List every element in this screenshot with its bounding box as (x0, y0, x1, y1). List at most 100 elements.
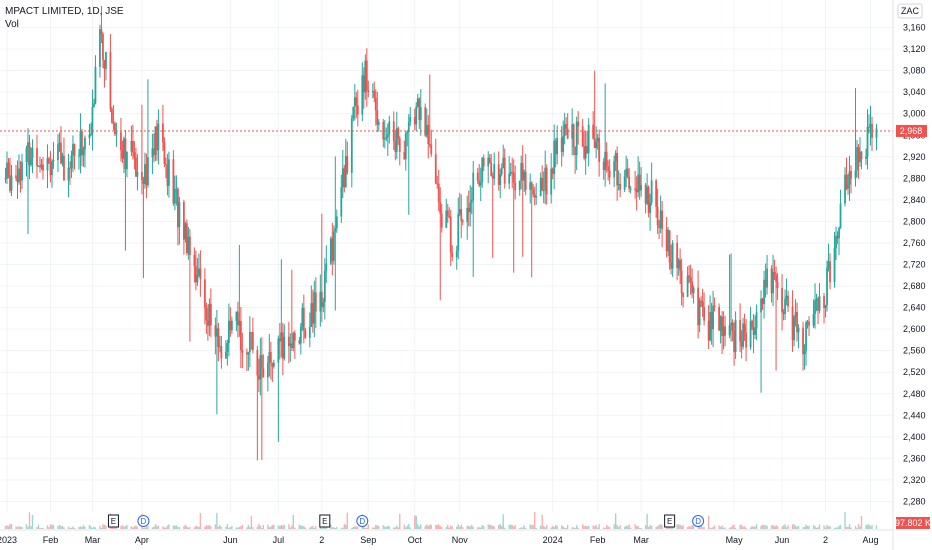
earnings-marker-label: E (322, 517, 327, 526)
volume-bar (271, 524, 274, 529)
candle-body (144, 164, 146, 184)
volume-bar (805, 524, 807, 529)
time-axis[interactable]: 2023 Feb Mar Apr Jun Jul 2 Sep Oct Nov 2024 Feb Mar M… (0, 529, 893, 545)
volume-bar (133, 526, 136, 529)
volume-bar (848, 524, 851, 529)
currency-badge[interactable]: ZAC (897, 3, 923, 19)
candle-body (826, 267, 828, 306)
candle-body (596, 137, 599, 143)
volume-bar (408, 524, 410, 529)
volume-bar (340, 527, 343, 529)
candle-body (238, 320, 241, 326)
volume-bar (333, 527, 335, 529)
volume-bar (629, 527, 632, 529)
volume-bar (291, 525, 293, 529)
candle-body (478, 180, 481, 186)
candle-body (740, 341, 743, 347)
volume-bar (27, 526, 29, 529)
volume-bar (396, 525, 398, 529)
candle-body (835, 235, 837, 249)
candle-body (72, 144, 74, 156)
candle-body (51, 161, 53, 176)
dividend-marker-label: D (695, 517, 701, 526)
volume-bar (52, 525, 55, 529)
y-tick-label: 2,320 (903, 475, 926, 485)
volume-bar (469, 526, 471, 529)
volume-bar (331, 527, 334, 529)
volume-bar (616, 525, 618, 529)
volume-bar (656, 526, 659, 529)
volume-tag: 97.802 K (895, 517, 931, 529)
volume-bar (183, 526, 185, 529)
y-tick-label: 2,880 (903, 173, 926, 183)
volume-legend[interactable]: Vol (5, 19, 19, 30)
volume-bar (649, 525, 651, 529)
volume-bars (4, 512, 878, 529)
volume-bar (577, 527, 579, 529)
candle-body (722, 326, 725, 337)
volume-bar (73, 527, 76, 529)
volume-bar (42, 527, 44, 529)
volume-bar (282, 525, 284, 529)
volume-bar (670, 527, 672, 529)
volume-bar (111, 526, 113, 529)
volume-bar (10, 524, 13, 529)
volume-bar (556, 525, 558, 529)
candle-body (719, 316, 722, 331)
candle-body (718, 307, 720, 331)
y-tick-label: 2,640 (903, 303, 926, 313)
volume-bar (258, 524, 260, 529)
volume-bar (502, 514, 504, 529)
volume-bar (268, 527, 271, 529)
volume-bar (6, 525, 8, 529)
volume-bar (226, 524, 229, 529)
candle-body (655, 180, 658, 207)
candle-body (707, 320, 710, 341)
candle-body (650, 180, 653, 203)
x-tick-label: 2 (823, 535, 828, 545)
volume-bar (120, 526, 122, 529)
candle-body (214, 325, 217, 337)
volume-bar (384, 526, 386, 529)
volume-bar (429, 524, 431, 529)
candle-body (595, 142, 598, 148)
volume-bar (399, 513, 401, 529)
candle-body (434, 154, 437, 184)
candle-body (52, 160, 55, 162)
candlestick-series (4, 6, 878, 461)
candle-body (554, 140, 557, 155)
candle-body (730, 322, 732, 326)
candle-body (461, 220, 464, 223)
volume-bar (456, 526, 458, 529)
volume-bar (604, 527, 606, 529)
price-axis[interactable]: 2,280 2,320 2,360 2,400 2,440 2,480 2,520 2,560… (892, 0, 926, 550)
volume-bar (815, 527, 818, 529)
candle-body (299, 326, 302, 344)
candle-body (395, 128, 398, 152)
candle-body (353, 97, 356, 107)
candle-body (425, 124, 428, 136)
candle-body (868, 126, 870, 128)
candle-body (413, 117, 416, 125)
candle-body (743, 323, 746, 333)
candle-body (239, 320, 242, 351)
candle-body (539, 177, 542, 197)
volume-bar (300, 525, 302, 529)
volume-bar (304, 527, 307, 529)
symbol-title[interactable]: MPACT LIMITED, 1D, JSE (5, 6, 124, 17)
volume-bar (18, 526, 20, 529)
volume-bar (280, 524, 283, 529)
volume-bar (613, 524, 615, 529)
volume-bar (162, 526, 164, 529)
candle-body (647, 187, 650, 213)
volume-bar (755, 524, 758, 529)
y-tick-label: 3,000 (903, 109, 926, 119)
candle-body (145, 164, 148, 186)
volume-bar (294, 527, 296, 529)
candle-body (785, 295, 788, 299)
x-tick-label: 2023 (0, 535, 17, 545)
candle-body (271, 362, 274, 367)
candle-body (797, 327, 800, 333)
